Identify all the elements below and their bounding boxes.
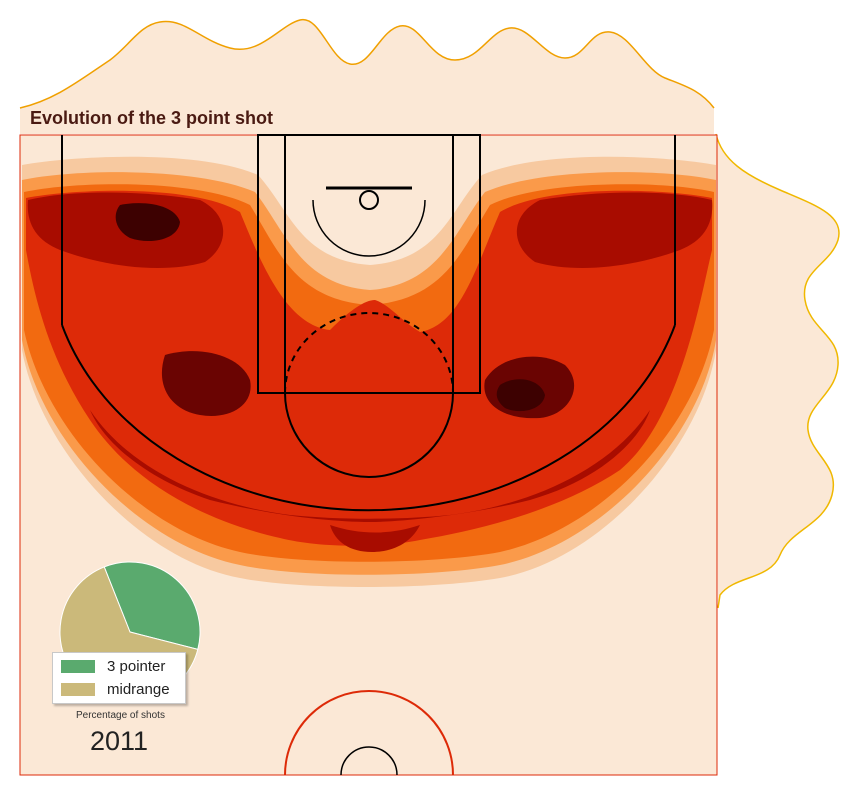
chart-title: Evolution of the 3 point shot bbox=[30, 108, 273, 128]
shot-density-heatmap bbox=[22, 156, 716, 587]
pie-caption: Percentage of shots bbox=[76, 710, 165, 721]
density-hotspot-left-corner-core bbox=[115, 203, 180, 242]
legend-label-3-pointer: 3 pointer bbox=[107, 657, 166, 675]
right-marginal-outline bbox=[715, 133, 840, 609]
legend-swatch-3-pointer bbox=[61, 659, 95, 673]
legend-label-midrange: midrange bbox=[107, 680, 170, 698]
three-point-arc bbox=[61, 324, 676, 512]
court-lines bbox=[61, 134, 676, 776]
density-level-4 bbox=[26, 190, 712, 546]
year-label: 2011 bbox=[90, 726, 149, 756]
pie-slice-3-pointer bbox=[103, 561, 201, 651]
legend-item-3-pointer: 3 pointer bbox=[61, 657, 165, 675]
right-marginal-density bbox=[716, 134, 840, 608]
top-marginal-outline bbox=[19, 19, 715, 109]
center-circle-outer bbox=[284, 690, 454, 776]
hoop bbox=[359, 190, 379, 210]
free-throw-arc-bottom bbox=[284, 392, 454, 478]
inner-lane bbox=[284, 134, 454, 394]
center-circle-inner bbox=[340, 746, 398, 776]
legend-item-midrange: midrange bbox=[61, 680, 170, 698]
density-hotspot-right-corner bbox=[516, 192, 713, 269]
pie-legend: 3 pointer midrange bbox=[52, 652, 186, 704]
free-throw-arc-top-dashed bbox=[284, 312, 454, 394]
top-marginal-density bbox=[20, 19, 714, 134]
legend-swatch-midrange bbox=[61, 682, 95, 696]
density-band-top-arc bbox=[330, 525, 420, 552]
restricted-area-arc bbox=[312, 199, 426, 257]
density-hotspot-right-wing-core bbox=[496, 379, 545, 412]
density-hotspot-left-wing bbox=[161, 351, 251, 416]
